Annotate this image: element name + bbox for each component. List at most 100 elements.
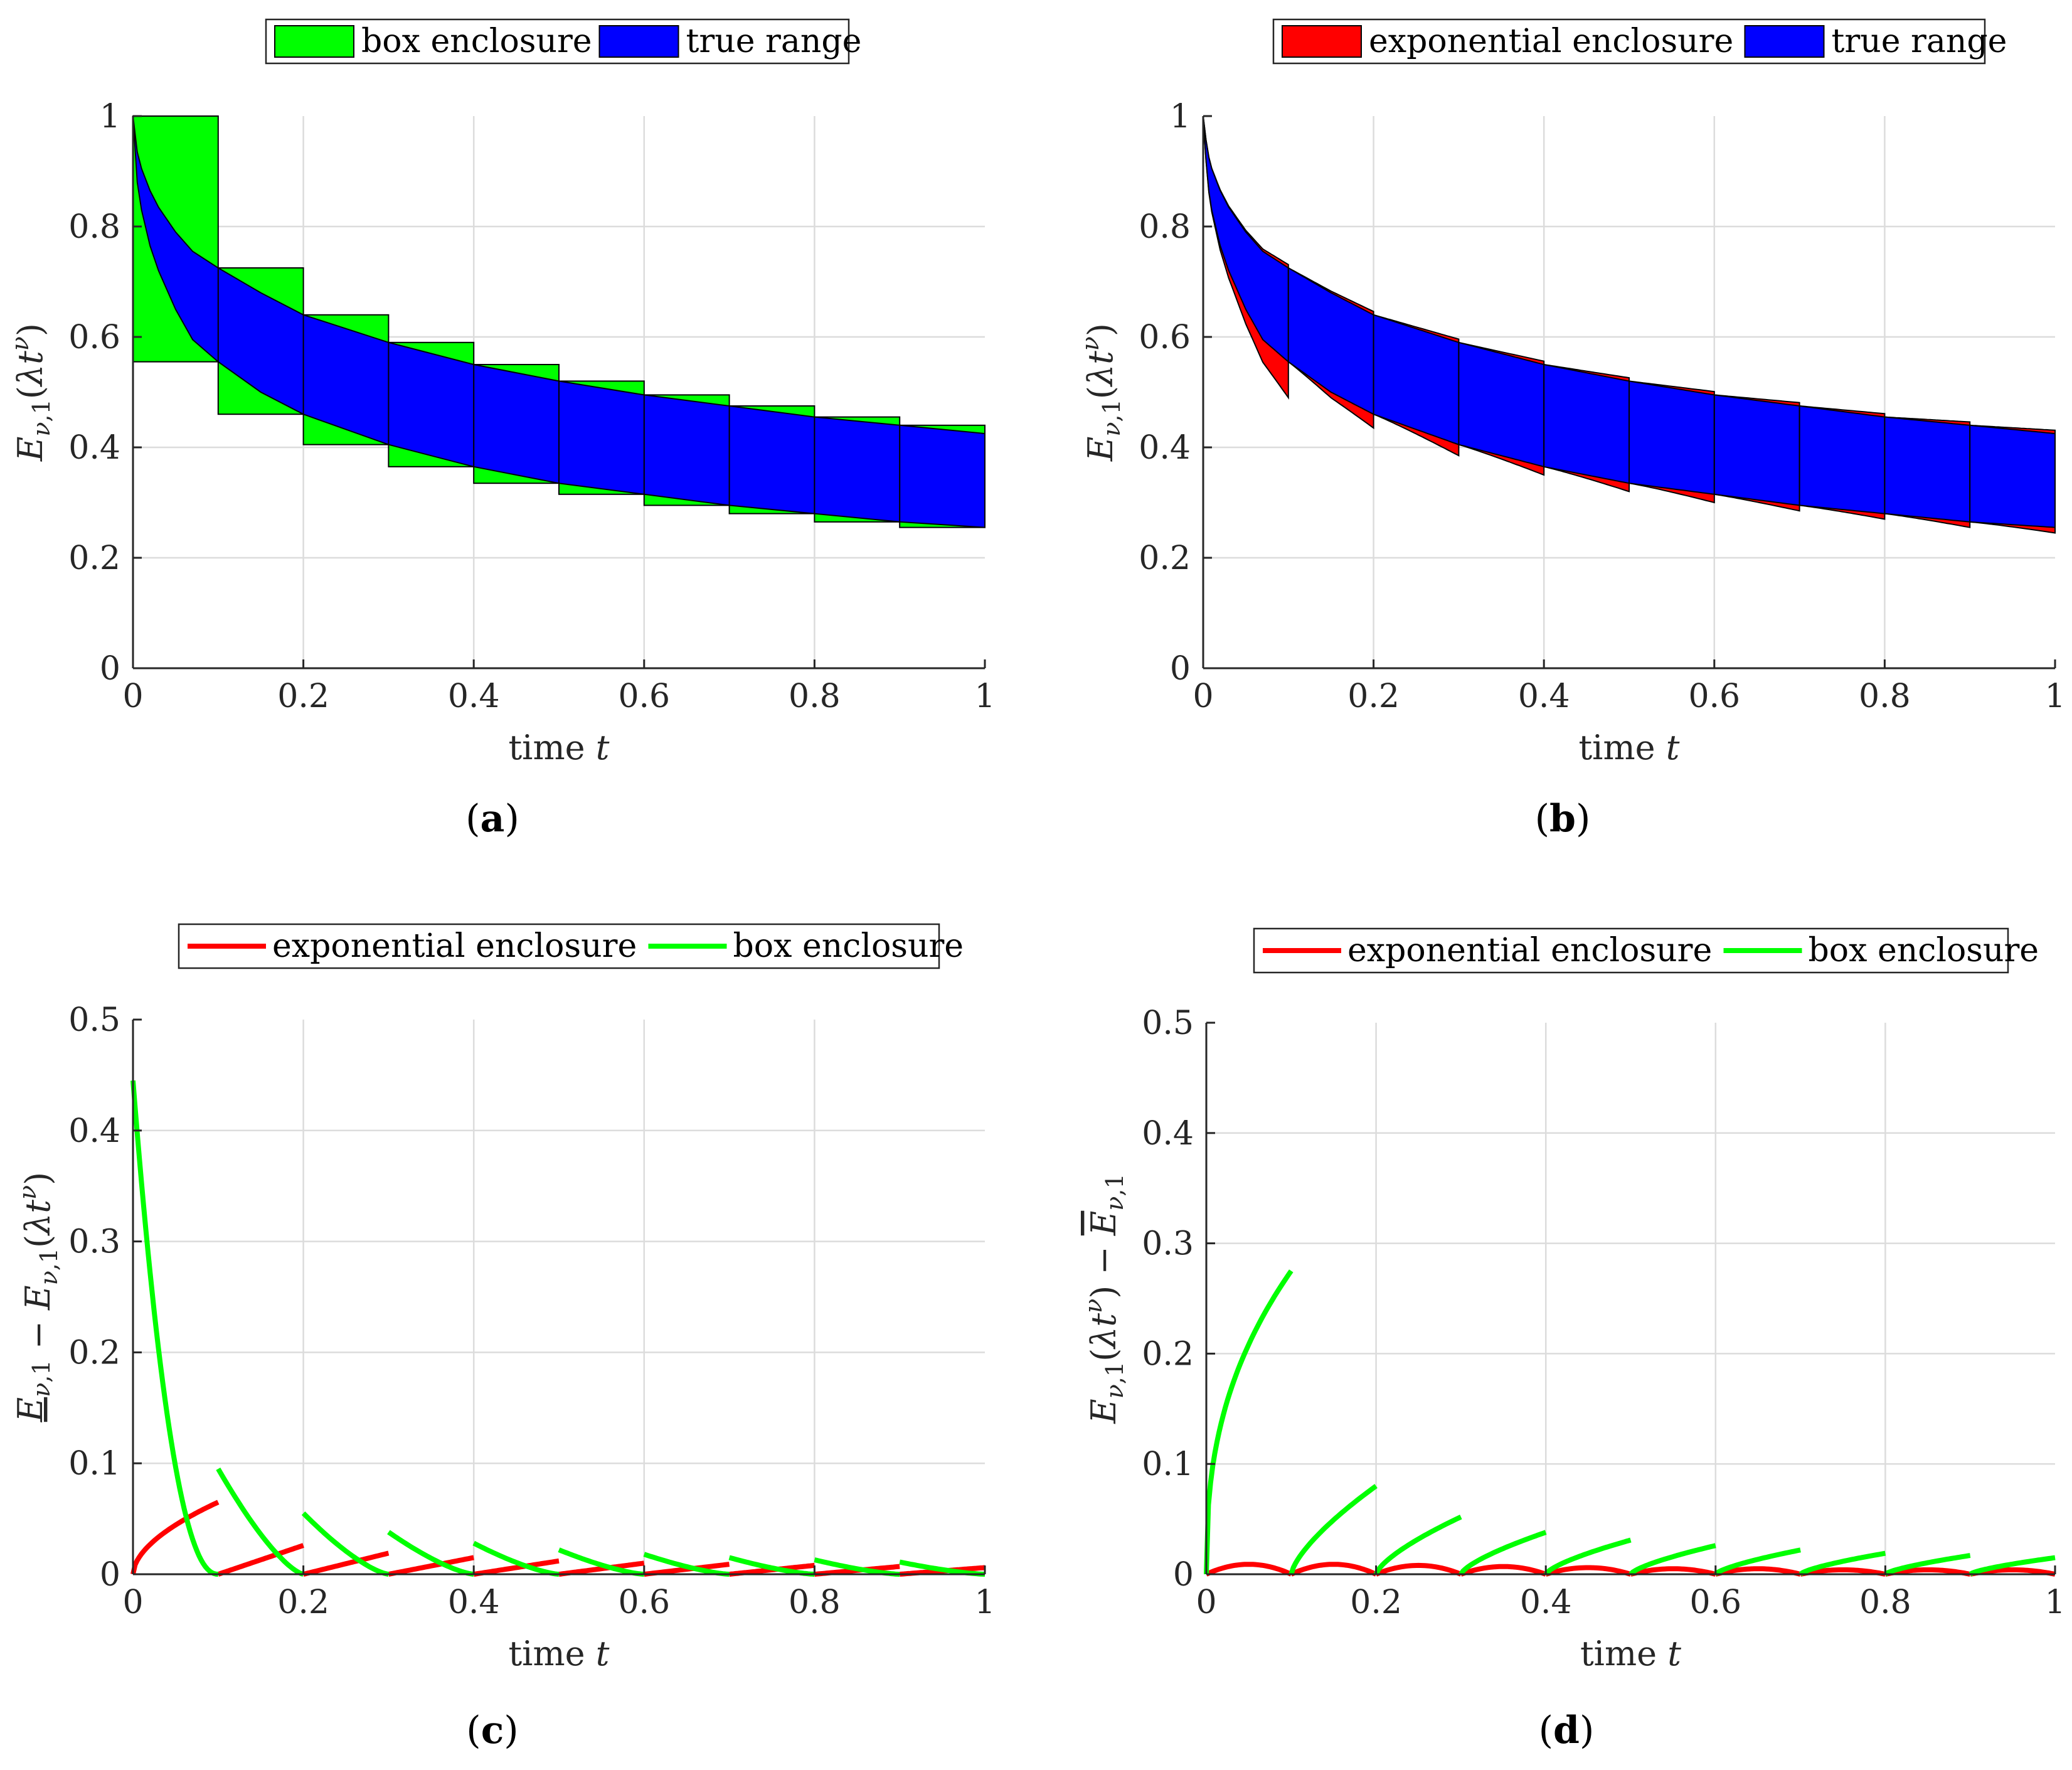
exponential-enclosure-curve <box>130 1500 220 1575</box>
x-tick-label: 1 <box>2044 1584 2065 1621</box>
y-tick-label: 0.5 <box>1142 1005 1194 1042</box>
legend-box <box>1272 18 1986 65</box>
true-range-segment <box>1884 416 1971 523</box>
x-tick-label: 0.8 <box>789 678 841 715</box>
x-tick-label: 0.4 <box>448 1584 500 1621</box>
x-tick-label: 0.8 <box>1859 1584 1911 1621</box>
panel-b: 0 0.2 0.4 0.6 0.8 1 0 0.2 0.4 0.6 0.8 1 time t Eν,1(λ… <box>1076 18 2066 841</box>
grid-lines <box>1206 1023 2055 1574</box>
legend-swatch <box>1744 25 1825 58</box>
box-enclosure-curve <box>1628 1543 1716 1576</box>
exponential-enclosure-curve <box>1375 1562 1462 1577</box>
y-tick-label: 0.2 <box>68 1334 120 1372</box>
true-range-segment <box>1543 363 1630 484</box>
true-range-segment <box>1969 424 2056 528</box>
y-tick-label: 0.8 <box>68 208 120 246</box>
x-tick-label: 0.2 <box>1350 1584 1402 1621</box>
grid-lines <box>133 1020 985 1574</box>
panel-caption: (c) <box>466 1709 518 1752</box>
y-tick-label: 0.2 <box>1139 540 1191 577</box>
series-true-range <box>132 115 986 528</box>
legend: exponential enclosure box enclosure <box>1253 927 2039 974</box>
true-range-segment <box>1628 380 1715 495</box>
y-tick-label: 1 <box>1170 98 1191 136</box>
series-box-enclosure <box>1204 1269 2056 1577</box>
box-enclosure-curve <box>1798 1550 1886 1577</box>
box-enclosure-curve <box>472 1540 560 1577</box>
exponential-enclosure-curve <box>1545 1565 1632 1577</box>
exponential-enclosure-curve <box>558 1560 645 1577</box>
legend-label: box enclosure <box>361 23 592 60</box>
y-tick-label: 0.4 <box>1142 1115 1194 1153</box>
y-axis-label: Eν,1(λtν) <box>6 323 55 462</box>
legend-label: exponential enclosure <box>272 927 637 965</box>
box-enclosure-curve <box>1204 1269 1294 1575</box>
exponential-enclosure-curve <box>1800 1567 1886 1577</box>
x-tick-label: 0.6 <box>1689 1584 1741 1621</box>
y-tick-label: 0.5 <box>68 1001 120 1039</box>
true-range-segment <box>1713 394 1800 506</box>
legend-swatch <box>598 25 679 58</box>
legend-box <box>1253 927 2009 974</box>
x-tick-label: 0.4 <box>1518 678 1570 715</box>
legend-label: true range <box>1832 23 2007 60</box>
legend-box <box>265 18 850 65</box>
y-tick-label: 0.6 <box>68 319 120 356</box>
exponential-enclosure-curve <box>388 1555 474 1577</box>
series-box-enclosure <box>130 1080 986 1577</box>
exponential-enclosure-curve <box>302 1550 390 1577</box>
y-tick-label: 0.4 <box>1139 429 1191 467</box>
x-axis-label: time t <box>508 1634 609 1673</box>
exponential-enclosure-curve <box>1205 1562 1292 1577</box>
axes: 0 0.2 0.4 0.6 0.8 1 0 0.1 0.2 0.3 0.4 0.5 <box>1142 1005 2065 1621</box>
series-true-range <box>1203 115 2056 528</box>
exponential-enclosure-curve <box>1630 1566 1716 1577</box>
series-exponential-enclosure <box>1205 1562 2056 1577</box>
axes: 0 0.2 0.4 0.6 0.8 1 0 0.2 0.4 0.6 0.8 1 <box>1139 98 2065 715</box>
panel-caption: (a) <box>465 797 519 841</box>
box-enclosure-curve <box>1544 1537 1632 1576</box>
box-enclosure-curve <box>1884 1553 1971 1577</box>
legend-label: true range <box>686 23 862 60</box>
x-tick-label: 0.8 <box>789 1584 841 1621</box>
box-enclosure-curve <box>1458 1530 1547 1576</box>
legend: exponential enclosure box enclosure <box>178 923 964 969</box>
box-enclosure-curve <box>387 1530 474 1577</box>
legend-label: exponential enclosure <box>1369 23 1733 60</box>
y-tick-label: 0.3 <box>68 1224 120 1261</box>
y-tick-label: 0 <box>100 1556 120 1594</box>
x-tick-label: 1 <box>974 1584 995 1621</box>
x-tick-label: 0 <box>1193 678 1213 715</box>
axes: 0 0.2 0.4 0.6 0.8 1 0 0.1 0.2 0.3 0.4 0.5 <box>68 1001 995 1621</box>
x-axis-label: time t <box>1578 728 1679 767</box>
legend: exponential enclosure true range <box>1272 18 2007 65</box>
y-tick-label: 0 <box>100 650 120 688</box>
true-range-segment <box>1458 341 1545 468</box>
box-enclosure-curve <box>1968 1555 2056 1577</box>
y-tick-label: 0.3 <box>1142 1225 1194 1263</box>
box-enclosure-curve <box>728 1555 815 1577</box>
axes: 0 0.2 0.4 0.6 0.8 1 0 0.2 0.4 0.6 0.8 1 <box>68 98 995 715</box>
x-tick-label: 0 <box>122 1584 143 1621</box>
legend-label: box enclosure <box>1809 932 2039 969</box>
panel-caption: (d) <box>1539 1709 1595 1752</box>
x-tick-label: 0.2 <box>277 678 329 715</box>
exponential-enclosure-curve <box>1714 1566 1802 1577</box>
box-enclosure-curve <box>1374 1514 1462 1575</box>
y-tick-label: 1 <box>100 98 120 136</box>
y-tick-label: 0.4 <box>68 1112 120 1150</box>
true-range-band <box>132 115 986 528</box>
exponential-enclosure-curve <box>1884 1567 1971 1577</box>
panel-d: 0 0.2 0.4 0.6 0.8 1 0 0.1 0.2 0.3 0.4 0.5 time t Eν,1… <box>1080 927 2066 1752</box>
box-enclosure-curve <box>814 1557 900 1577</box>
box-enclosure-curve <box>1288 1484 1378 1575</box>
panel-c: 0 0.2 0.4 0.6 0.8 1 0 0.1 0.2 0.3 0.4 0.5 time t Eν,1… <box>11 923 996 1752</box>
box-enclosure-curve <box>130 1080 219 1577</box>
y-tick-label: 0.6 <box>1139 319 1191 356</box>
legend: box enclosure true range <box>265 18 862 65</box>
y-tick-label: 0.4 <box>68 429 120 467</box>
true-range-segment <box>1798 405 1886 514</box>
x-tick-label: 0.4 <box>1520 1584 1572 1621</box>
box-enclosure-curve <box>301 1511 390 1577</box>
